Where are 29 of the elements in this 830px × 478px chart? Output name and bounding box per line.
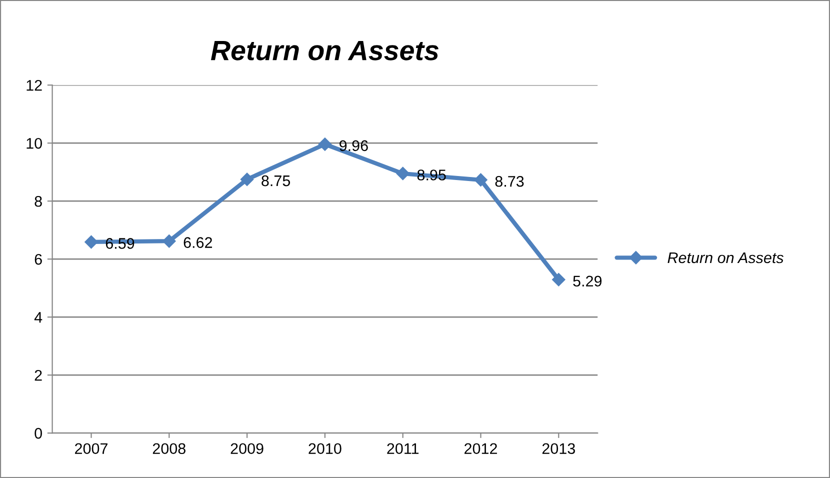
x-tick-label: 2010 <box>308 443 342 454</box>
x-tick-label: 2011 <box>387 443 419 454</box>
point <box>240 172 254 186</box>
y-tick-label: 6 <box>34 254 42 265</box>
data-label: 8.75 <box>262 175 290 186</box>
legend-label: Return on Assets <box>668 252 784 264</box>
x-tick-label: 2009 <box>230 443 264 454</box>
data-label: 6.59 <box>106 238 134 249</box>
x-tick-label: 2013 <box>542 443 575 454</box>
data-label: 5.29 <box>573 276 602 287</box>
data-label: 6.62 <box>184 237 212 248</box>
point <box>318 138 332 151</box>
x-tick-label: 2007 <box>75 443 108 454</box>
data-label: 9.96 <box>340 140 368 152</box>
y-tick-label: 12 <box>26 80 42 91</box>
point <box>474 173 488 186</box>
data-label: 8.73 <box>495 176 524 187</box>
point <box>84 235 98 249</box>
y-tick-label: 10 <box>26 138 42 149</box>
point <box>396 166 410 180</box>
y-tick-label: 0 <box>34 428 42 439</box>
x-tick-label: 2008 <box>152 443 186 454</box>
x-tick-label: 2012 <box>464 443 497 454</box>
y-tick-label: 2 <box>34 370 42 381</box>
point <box>552 273 566 286</box>
y-tick-label: 4 <box>34 312 42 323</box>
chart-title: Return on Assets <box>210 40 438 60</box>
y-tick-label: 8 <box>34 196 42 207</box>
point <box>162 234 176 248</box>
